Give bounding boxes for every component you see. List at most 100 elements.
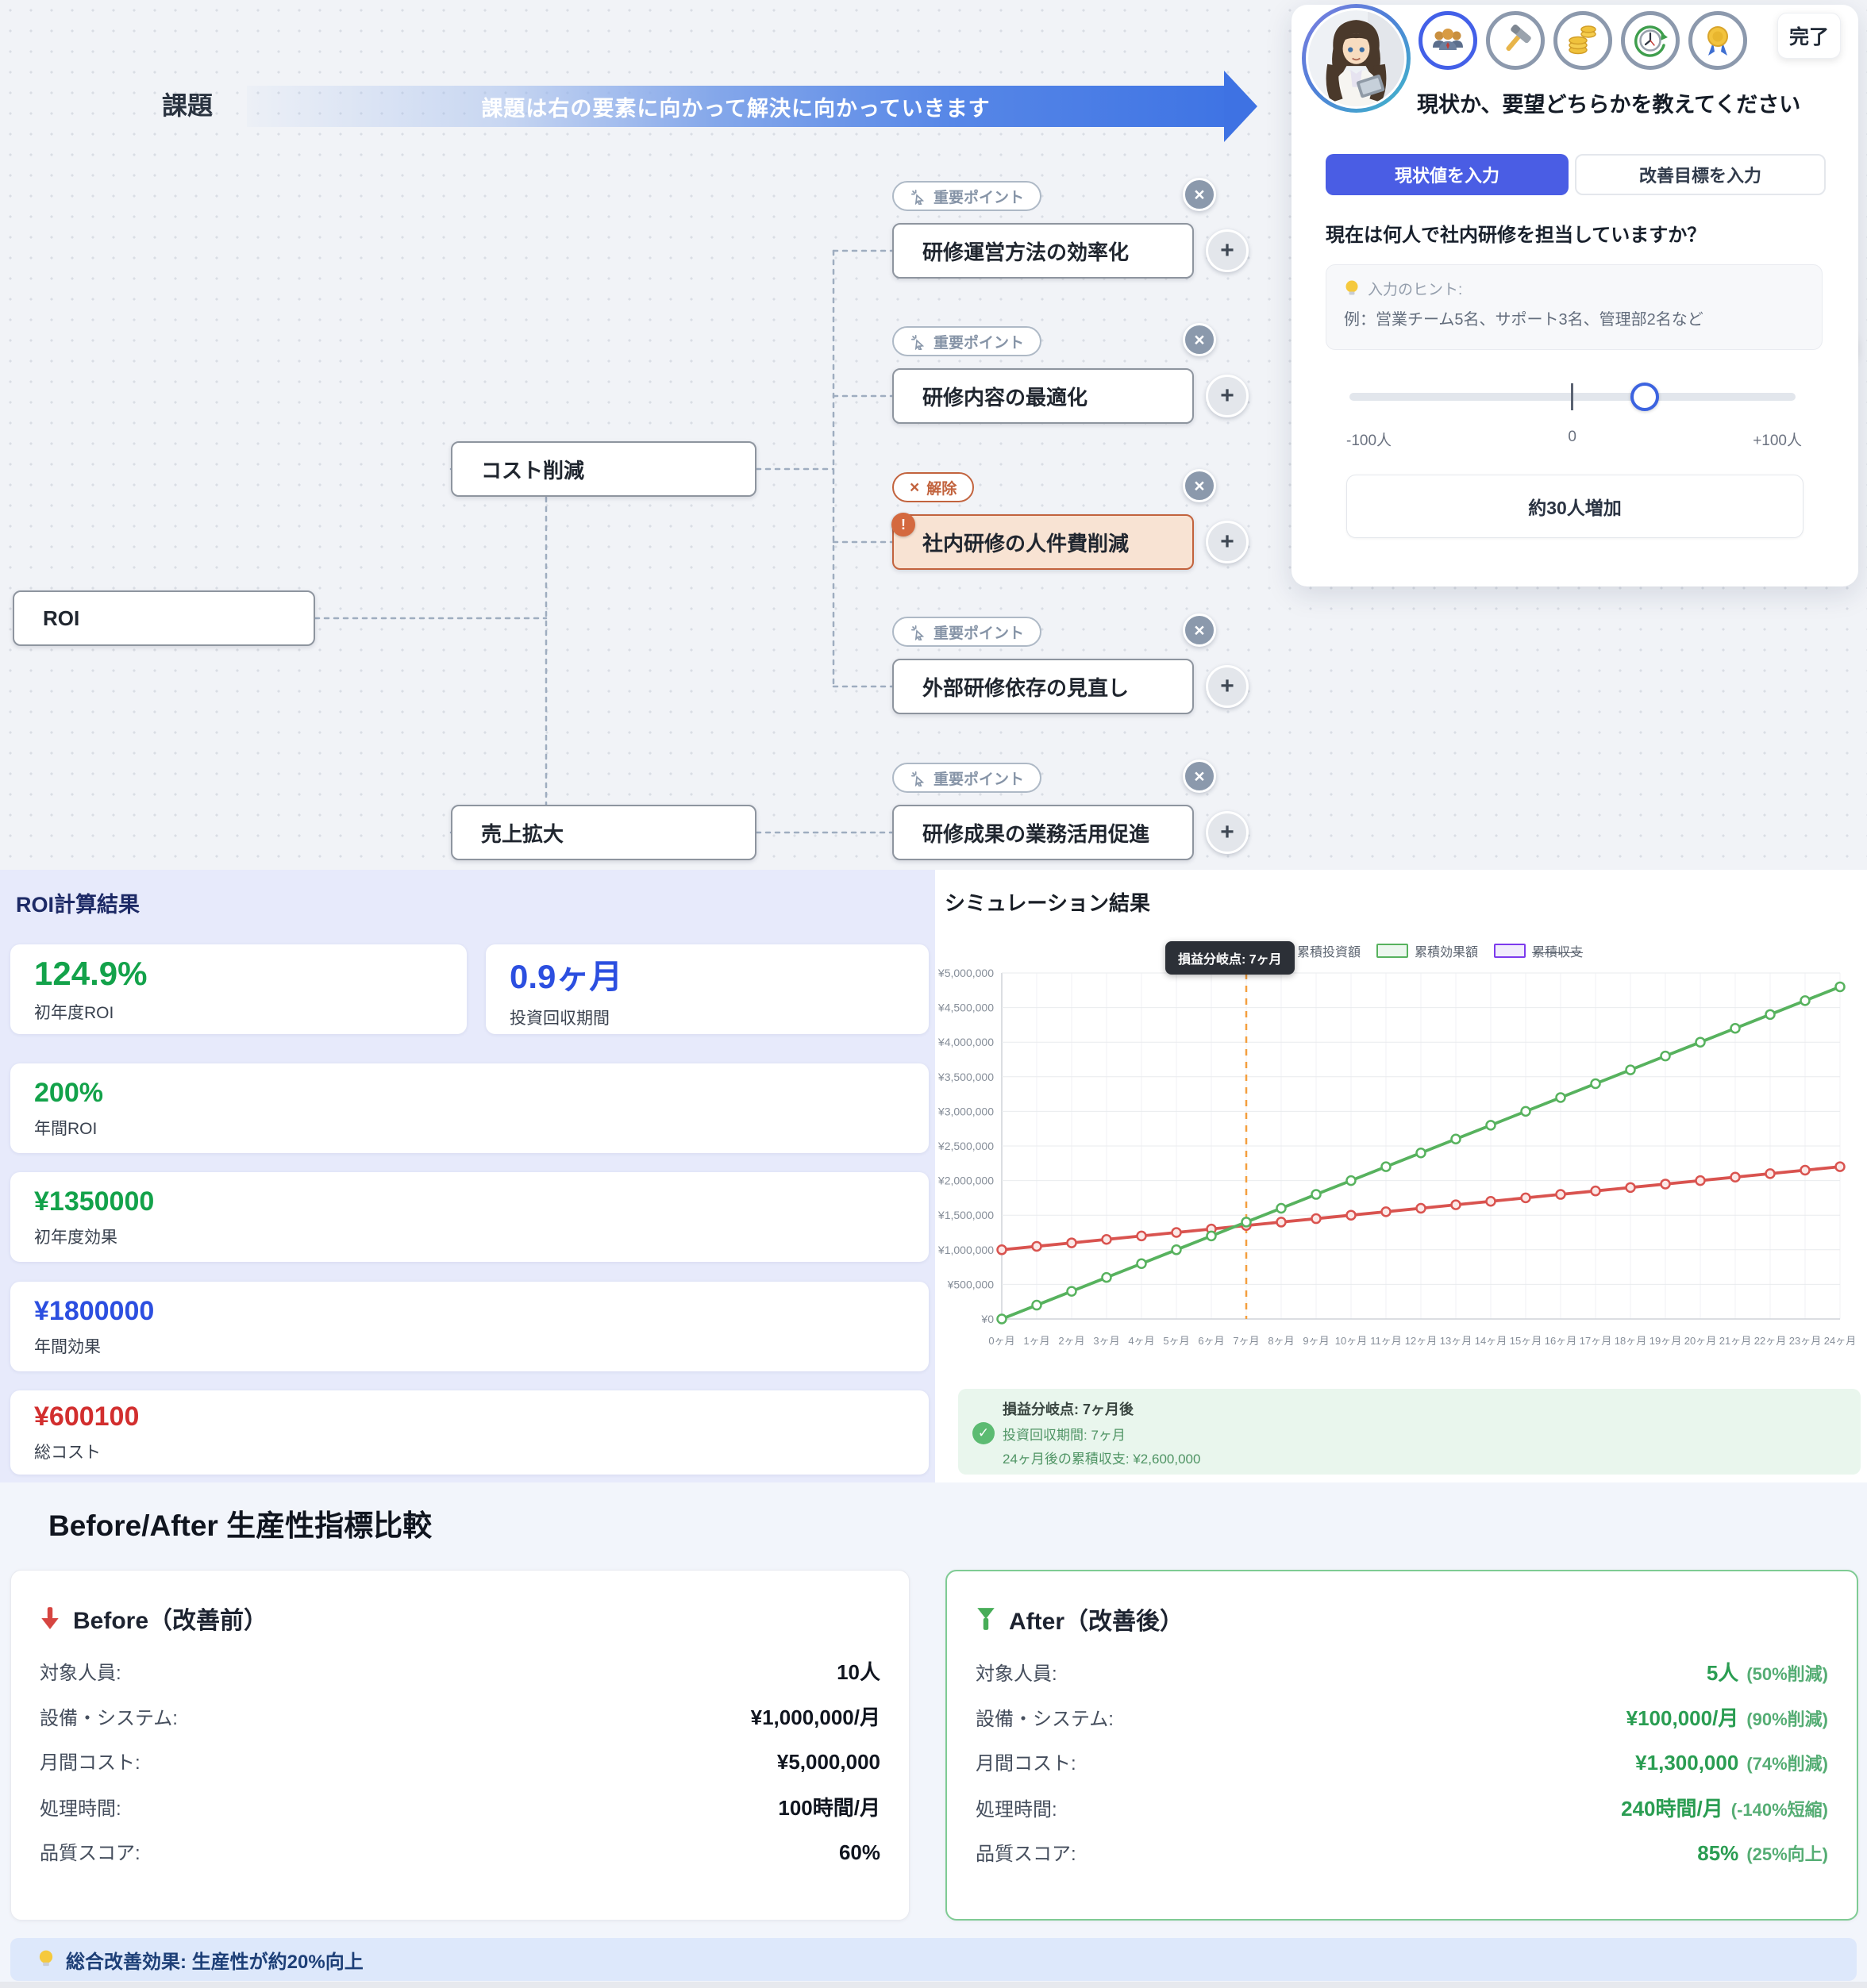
- legend-label: 累積収支: [1532, 946, 1584, 959]
- node-leaf-label: 研修内容の最適化: [922, 385, 1088, 410]
- svg-text:¥1,000,000: ¥1,000,000: [937, 1244, 994, 1256]
- legend-item[interactable]: 累積収支: [1494, 941, 1583, 960]
- row-value: 60%: [838, 1840, 880, 1864]
- slider-zero-tick: [1571, 383, 1573, 410]
- row-note: (50%削減): [1746, 1664, 1828, 1684]
- svg-text:¥2,000,000: ¥2,000,000: [937, 1175, 994, 1187]
- pill-key-point[interactable]: 重要ポイント: [892, 181, 1042, 211]
- svg-text:¥1,500,000: ¥1,500,000: [937, 1209, 994, 1221]
- row-note: (74%削減): [1746, 1754, 1828, 1774]
- row-value: ¥100,000/月: [1626, 1706, 1739, 1730]
- roi-metric-card: ¥1350000 初年度効果: [10, 1172, 929, 1262]
- node-leaf-4[interactable]: 外部研修依存の見直し: [892, 659, 1194, 714]
- horizontal-scrollbar[interactable]: [0, 1982, 1867, 1988]
- svg-text:24ヶ月: 24ヶ月: [1824, 1335, 1856, 1347]
- metric-row: 品質スコア: 85% (25%向上): [976, 1838, 1828, 1883]
- node-root[interactable]: ROI: [13, 590, 315, 646]
- legend-label: 累積投資額: [1296, 946, 1361, 959]
- done-button[interactable]: 完了: [1777, 13, 1841, 59]
- node-leaf-1[interactable]: 研修運営方法の効率化: [892, 223, 1194, 279]
- delete-node-button[interactable]: ×: [1183, 613, 1216, 647]
- avatar-option-clock-icon[interactable]: [1621, 11, 1680, 70]
- pill-remove[interactable]: × 解除: [892, 472, 975, 502]
- metric-label: 年間効果: [34, 1337, 101, 1356]
- input-hint-box: 入力のヒント: 例：営業チーム5名、サポート3名、管理部2名など: [1326, 264, 1823, 350]
- simulation-section: シミュレーション結果 累積投資額 累積効果額 累積収支 ¥0 ¥500,000 ¥1,0…: [935, 870, 1867, 1482]
- svg-text:0ヶ月: 0ヶ月: [988, 1335, 1014, 1347]
- row-value: 5人: [1706, 1661, 1739, 1685]
- overall-effect-text: 総合改善効果: 生産性が約20%向上: [66, 1951, 364, 1973]
- add-child-button[interactable]: +: [1206, 521, 1249, 563]
- node-leaf-5[interactable]: 研修成果の業務活用促進: [892, 805, 1194, 860]
- avatar-option-medal-icon[interactable]: [1688, 11, 1747, 70]
- row-note: (25%向上): [1746, 1844, 1828, 1864]
- assistant-avatar[interactable]: [1302, 4, 1411, 113]
- node-branch-cost[interactable]: コスト削減: [451, 441, 756, 497]
- summary-cumulative: 24ヶ月後の累積収支: ¥2,600,000: [1003, 1452, 1201, 1467]
- close-icon: ×: [910, 478, 920, 497]
- pill-key-point[interactable]: 重要ポイント: [892, 763, 1042, 793]
- svg-text:20ヶ月: 20ヶ月: [1684, 1335, 1716, 1347]
- metric-row: 対象人員: 5人 (50%削減): [976, 1657, 1828, 1702]
- svg-text:10ヶ月: 10ヶ月: [1335, 1335, 1367, 1347]
- svg-text:12ヶ月: 12ヶ月: [1405, 1335, 1437, 1347]
- tab-improvement-goal[interactable]: 改善目標を入力: [1575, 154, 1826, 195]
- svg-text:11ヶ月: 11ヶ月: [1370, 1335, 1402, 1347]
- row-value: 100時間/月: [778, 1796, 880, 1820]
- svg-text:4ヶ月: 4ヶ月: [1128, 1335, 1154, 1347]
- hint-label: 入力のヒント:: [1368, 282, 1463, 298]
- roi-metric-card: 124.9% 初年度ROI: [10, 944, 467, 1034]
- row-label: 設備・システム:: [40, 1708, 178, 1729]
- delete-node-button[interactable]: ×: [1183, 759, 1216, 793]
- pill-key-point[interactable]: 重要ポイント: [892, 617, 1042, 647]
- svg-text:¥4,500,000: ¥4,500,000: [937, 1002, 994, 1014]
- roi-metric-card: ¥1800000 年間効果: [10, 1282, 929, 1371]
- add-child-button[interactable]: +: [1206, 229, 1249, 272]
- row-label: 品質スコア:: [976, 1844, 1076, 1865]
- overall-effect-banner: 総合改善効果: 生産性が約20%向上: [10, 1938, 1857, 1981]
- simulation-chart: ¥0 ¥500,000 ¥1,000,000 ¥1,500,000 ¥2,000,000…: [937, 967, 1856, 1347]
- pill-key-point[interactable]: 重要ポイント: [892, 326, 1042, 356]
- row-label: 処理時間:: [40, 1798, 121, 1820]
- roi-metric-card: 0.9ヶ月 投資回収期間: [486, 944, 929, 1034]
- avatar-option-coins-icon[interactable]: [1553, 11, 1612, 70]
- red-down-arrow-icon: [41, 1607, 59, 1629]
- pill-label: 重要ポイント: [934, 625, 1025, 642]
- people-slider-handle[interactable]: [1630, 383, 1659, 411]
- node-leaf-3[interactable]: 社内研修の人件費削減: [892, 514, 1194, 570]
- pill-label: 重要ポイント: [934, 189, 1025, 206]
- delete-node-button[interactable]: ×: [1183, 178, 1216, 211]
- delete-node-button[interactable]: ×: [1183, 469, 1216, 502]
- add-child-button[interactable]: +: [1206, 811, 1249, 854]
- metric-row: 月間コスト: ¥1,300,000 (74%削減): [976, 1748, 1828, 1793]
- summary-payback: 投資回収期間: 7ヶ月: [1003, 1428, 1126, 1443]
- tab-current-value[interactable]: 現状値を入力: [1326, 154, 1569, 195]
- legend-item[interactable]: 累積効果額: [1376, 941, 1478, 960]
- add-child-button[interactable]: +: [1206, 375, 1249, 417]
- metric-row: 設備・システム: ¥1,000,000/月: [40, 1702, 880, 1747]
- roi-metric-card: ¥600100 総コスト: [10, 1390, 929, 1475]
- svg-text:¥4,000,000: ¥4,000,000: [937, 1036, 994, 1048]
- roi-metric-card: 200% 年間ROI: [10, 1063, 929, 1153]
- legend-swatch: [1376, 944, 1408, 958]
- issue-label: 課題: [162, 91, 214, 120]
- node-leaf-2[interactable]: 研修内容の最適化: [892, 368, 1194, 424]
- svg-text:9ヶ月: 9ヶ月: [1303, 1335, 1329, 1347]
- sparkle-cursor-icon: [911, 334, 925, 350]
- apply-change-button[interactable]: 約30人増加: [1346, 475, 1803, 538]
- avatar-option-people-icon[interactable]: [1419, 11, 1477, 70]
- sparkle-cursor-icon: [911, 625, 925, 640]
- delete-node-button[interactable]: ×: [1183, 323, 1216, 356]
- row-value: ¥1,000,000/月: [750, 1705, 880, 1729]
- svg-text:15ヶ月: 15ヶ月: [1510, 1335, 1542, 1347]
- metric-label: 投資回収期間: [510, 1009, 610, 1028]
- slider-min-label: -100人: [1346, 433, 1392, 449]
- green-up-arrow-icon: [977, 1608, 995, 1630]
- avatar-option-hammer-icon[interactable]: [1486, 11, 1545, 70]
- node-branch-cost-label: コスト削減: [481, 458, 585, 483]
- svg-text:5ヶ月: 5ヶ月: [1163, 1335, 1189, 1347]
- row-note: (-140%短縮): [1730, 1800, 1828, 1820]
- svg-text:14ヶ月: 14ヶ月: [1475, 1335, 1507, 1347]
- node-branch-sales[interactable]: 売上拡大: [451, 805, 756, 860]
- add-child-button[interactable]: +: [1206, 665, 1249, 708]
